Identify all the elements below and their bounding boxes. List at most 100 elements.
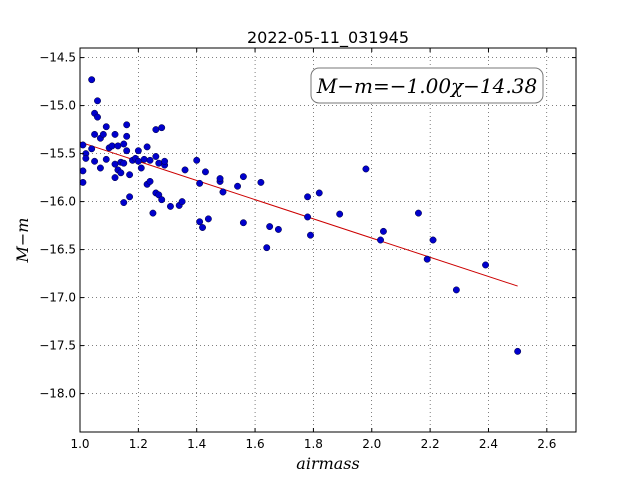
data-point	[482, 261, 490, 269]
data-point	[114, 142, 122, 150]
data-point	[234, 182, 242, 190]
data-point	[126, 171, 134, 179]
x-tick-label: 1.2	[129, 437, 148, 451]
data-point	[423, 255, 431, 263]
data-point	[91, 130, 99, 138]
data-point	[239, 173, 247, 181]
y-tick-label: −17.0	[39, 291, 76, 305]
data-point	[120, 140, 128, 148]
plot-area-frame	[79, 47, 577, 433]
x-tick-labels: 1.0 1.2 1.4 1.6 1.8 2.0 2.2 2.4 2.6	[70, 437, 556, 451]
data-point	[274, 225, 282, 233]
data-point	[79, 167, 87, 175]
data-point	[111, 160, 119, 168]
data-point	[140, 155, 148, 163]
data-point	[88, 76, 96, 84]
data-point	[137, 164, 145, 172]
y-tick-label: −16.5	[39, 243, 76, 257]
data-point	[377, 236, 384, 244]
data-point	[336, 210, 344, 218]
y-tick-label: −16.0	[39, 195, 76, 209]
data-point	[196, 218, 204, 226]
data-point	[108, 142, 116, 150]
data-point	[514, 347, 522, 355]
data-point	[263, 244, 271, 252]
x-tick-label: 1.0	[70, 437, 89, 451]
data-point	[193, 156, 201, 164]
data-point	[158, 124, 166, 132]
data-point	[315, 189, 323, 197]
data-point	[120, 199, 128, 207]
y-axis-label: M−m	[13, 218, 32, 264]
data-point	[111, 174, 119, 182]
data-point	[120, 159, 128, 167]
y-tick-label: −15.0	[39, 99, 76, 113]
data-point	[123, 121, 131, 129]
data-point	[123, 147, 131, 155]
data-point	[429, 236, 437, 244]
fit-equation-text: M−m=−1.00χ−14.38	[316, 74, 537, 98]
data-point	[204, 215, 212, 223]
x-tick-label: 2.0	[362, 437, 381, 451]
y-tick-label: −15.5	[39, 147, 76, 161]
y-tick-label: −14.5	[39, 51, 76, 65]
data-point	[379, 227, 387, 235]
x-tick-label: 2.2	[421, 437, 440, 451]
x-tick-label: 1.8	[304, 437, 323, 451]
fit-line	[79, 141, 518, 287]
y-tick-label: −18.0	[39, 387, 76, 401]
data-point	[257, 178, 265, 186]
data-point	[146, 156, 154, 164]
x-tick-label: 1.6	[246, 437, 265, 451]
fit-equation-frame	[310, 67, 544, 104]
data-point	[239, 219, 247, 227]
data-point	[158, 196, 166, 204]
data-point	[161, 157, 169, 165]
x-tick-label: 1.4	[187, 437, 206, 451]
chart-title: 2022-05-11_031945	[247, 28, 409, 48]
data-points	[79, 76, 522, 355]
data-point	[102, 123, 110, 131]
data-point	[452, 286, 460, 294]
x-axis-label: airmass	[296, 454, 359, 473]
data-point	[94, 97, 101, 105]
data-point	[202, 168, 209, 176]
grid-lines	[80, 48, 576, 432]
data-point	[134, 147, 142, 155]
data-point	[178, 198, 186, 206]
fit-line-layer	[79, 141, 518, 287]
data-point	[94, 113, 101, 121]
data-point	[219, 188, 227, 196]
data-point	[126, 193, 134, 201]
data-point	[152, 153, 160, 160]
data-point	[111, 130, 119, 138]
data-point	[99, 130, 107, 138]
data-point	[196, 179, 204, 187]
data-point	[134, 157, 142, 165]
data-point	[91, 157, 99, 165]
data-point	[304, 213, 312, 221]
data-point	[117, 169, 125, 177]
data-point	[155, 159, 163, 167]
y-tick-labels: −14.5 −15.0 −15.5 −16.0 −16.5 −17.0 −17.5 −18.0	[39, 51, 76, 401]
data-point	[414, 209, 422, 217]
data-point	[146, 177, 154, 185]
data-point	[123, 132, 131, 140]
data-point	[181, 166, 189, 174]
axis-ticks	[79, 48, 576, 432]
data-point	[266, 223, 274, 231]
fit-equation-box: M−m=−1.00χ−14.38	[310, 67, 544, 104]
data-point	[199, 224, 206, 231]
data-point	[216, 175, 224, 183]
data-point	[96, 164, 104, 172]
data-point	[149, 209, 157, 217]
data-point	[307, 231, 314, 239]
y-tick-label: −17.5	[39, 339, 76, 353]
data-point	[79, 141, 87, 149]
x-tick-label: 2.6	[537, 437, 556, 451]
x-tick-label: 2.4	[479, 437, 498, 451]
data-point	[166, 202, 174, 210]
data-point	[88, 145, 96, 153]
data-point	[304, 193, 312, 201]
